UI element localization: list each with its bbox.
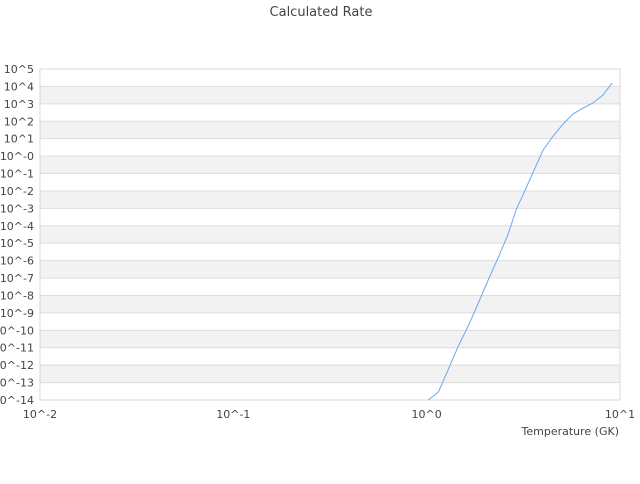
y-tick-label: 10^4: [4, 80, 34, 93]
y-tick-label: 10^-0: [0, 150, 34, 163]
y-tick-label: 10^-6: [0, 255, 34, 268]
grid-band: [40, 156, 620, 174]
y-tick-label: 10^-3: [0, 202, 34, 215]
rate-line: [427, 82, 613, 401]
y-tick-label: 10^-8: [0, 289, 34, 302]
y-tick-label: 10^-4: [0, 220, 34, 233]
plot-border: [39, 68, 621, 401]
grid-band: [40, 260, 620, 279]
y-tick-label: 10^-7: [0, 272, 34, 285]
grid-band: [40, 121, 620, 139]
y-tick-label: 10^3: [4, 98, 34, 111]
x-tick-label: 10^-1: [216, 408, 250, 421]
y-tick-label: 10^-9: [0, 307, 34, 320]
grid-band: [40, 365, 620, 383]
y-tick-label: 10^1: [4, 133, 34, 146]
y-tick-label: 10^-13: [0, 377, 34, 390]
x-axis-label: Temperature (GK): [521, 425, 620, 438]
x-tick-label: 10^0: [412, 408, 442, 421]
chart-title: Calculated Rate: [270, 5, 373, 20]
y-tick-label: 10^-1: [0, 168, 34, 181]
x-tick-label: 10^-2: [23, 408, 57, 421]
grid-band: [40, 225, 620, 244]
grid-band: [40, 295, 620, 313]
y-tick-label: 10^-5: [0, 237, 34, 250]
x-tick-label: 10^1: [605, 408, 635, 421]
grid-band: [40, 190, 620, 209]
y-tick-label: 10^-12: [0, 359, 34, 372]
y-tick-label: 10^-11: [0, 342, 34, 355]
y-tick-label: 10^-10: [0, 324, 34, 337]
y-tick-label: 10^2: [4, 115, 34, 128]
grid-band: [40, 330, 620, 348]
y-tick-label: 10^-14: [0, 394, 34, 407]
y-tick-label: 10^5: [4, 63, 34, 76]
grid-band: [40, 86, 620, 104]
y-tick-label: 10^-2: [0, 185, 34, 198]
